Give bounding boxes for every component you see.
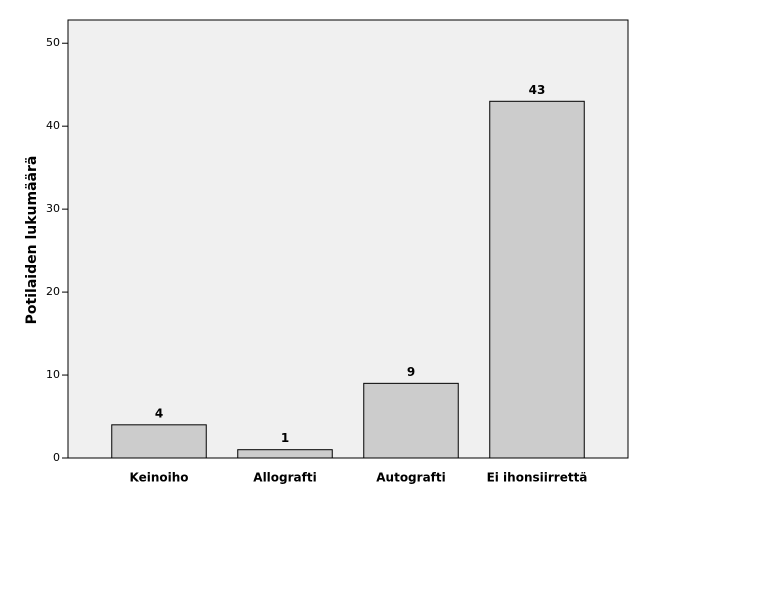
value-label: 43 — [529, 83, 546, 97]
y-tick-label: 30 — [46, 202, 60, 215]
bar — [489, 100, 585, 459]
value-label: 4 — [155, 406, 163, 420]
bar — [237, 449, 333, 459]
y-tick-label: 50 — [46, 36, 60, 49]
value-label: 1 — [281, 431, 289, 445]
y-tick-label: 20 — [46, 285, 60, 298]
y-axis-label: Potilaiden lukumäärä — [24, 156, 40, 325]
value-label: 9 — [407, 365, 415, 379]
x-tick-label: Ei ihonsiirrettä — [487, 471, 588, 485]
x-tick-label: Autografti — [376, 471, 446, 485]
bar — [111, 424, 207, 459]
y-tick-label: 40 — [46, 119, 60, 132]
x-tick-label: Allografti — [253, 471, 316, 485]
x-tick-label: Keinoiho — [129, 471, 188, 485]
bar — [363, 382, 459, 459]
y-tick-label: 0 — [53, 451, 60, 464]
y-tick-label: 10 — [46, 368, 60, 381]
